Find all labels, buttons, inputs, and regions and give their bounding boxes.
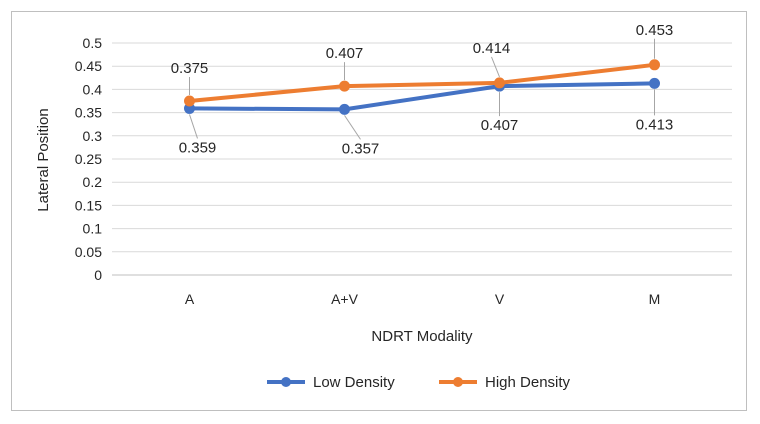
x-axis-title: NDRT Modality xyxy=(371,328,473,345)
y-tick-label: 0.15 xyxy=(75,197,102,213)
legend: Low Density High Density xyxy=(267,374,571,391)
y-tick-label: 0.2 xyxy=(83,174,103,190)
data-point xyxy=(649,77,660,89)
y-tick-label: 0.3 xyxy=(83,128,103,144)
legend-marker xyxy=(453,377,463,387)
data-label: 0.413 xyxy=(636,116,674,133)
data-point xyxy=(649,59,660,71)
y-tick-label: 0.4 xyxy=(83,81,103,97)
y-tick-label: 0 xyxy=(94,267,102,283)
y-tick-label: 0.35 xyxy=(75,105,102,121)
y-tick-label: 0.1 xyxy=(83,221,103,237)
x-tick-label: A+V xyxy=(331,291,359,307)
y-axis-title: Lateral Position xyxy=(35,108,52,211)
series-line-low-density xyxy=(187,81,657,112)
series-line-high-density xyxy=(187,62,657,103)
legend-label: High Density xyxy=(485,374,571,391)
leader-line xyxy=(491,56,500,78)
x-tick-label: M xyxy=(649,291,661,307)
data-label: 0.375 xyxy=(171,60,209,77)
series xyxy=(184,59,660,115)
data-point xyxy=(184,95,195,107)
legend-marker xyxy=(281,377,291,387)
x-tick-label: V xyxy=(495,291,505,307)
leader-line xyxy=(344,115,361,140)
axes: 0 0.05 0.1 0.15 0.2 0.25 0.3 0.35 0.4 0.45 0.5 A A+V… xyxy=(75,35,661,307)
data-label: 0.359 xyxy=(179,139,217,156)
data-point xyxy=(339,80,350,92)
y-tick-label: 0.05 xyxy=(75,244,102,260)
data-point xyxy=(339,103,350,115)
data-label: 0.407 xyxy=(326,45,364,62)
y-tick-label: 0.5 xyxy=(83,35,103,51)
data-label: 0.407 xyxy=(481,117,519,134)
leader-line xyxy=(189,114,198,139)
y-tick-label: 0.45 xyxy=(75,58,102,74)
y-tick-label: 0.25 xyxy=(75,151,102,167)
data-labels: 0.359 0.357 0.407 0.413 0.375 0.407 0.414 0.453 xyxy=(171,22,674,158)
data-point xyxy=(494,77,505,89)
data-label: 0.357 xyxy=(342,140,380,157)
legend-label: Low Density xyxy=(313,374,395,391)
data-label: 0.453 xyxy=(636,22,674,39)
gridlines xyxy=(112,42,732,276)
chart-frame xyxy=(11,11,747,411)
data-label: 0.414 xyxy=(473,40,511,57)
x-tick-label: A xyxy=(185,291,195,307)
